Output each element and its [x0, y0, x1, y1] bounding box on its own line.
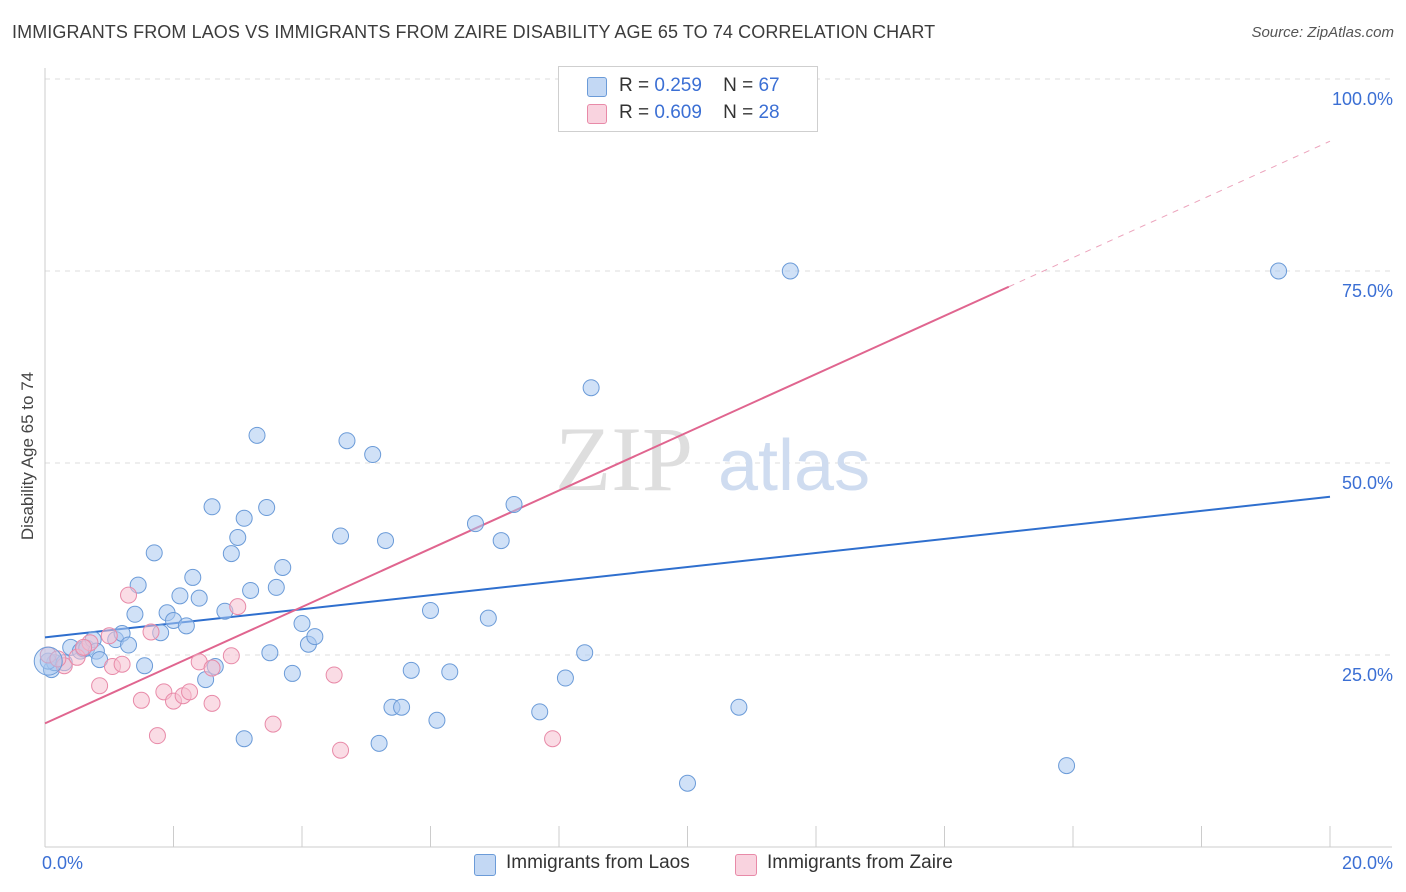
- zaire-point: [75, 638, 93, 656]
- laos-point: [283, 664, 301, 682]
- laos-point: [120, 636, 138, 654]
- laos-point: [267, 578, 285, 596]
- tick-labels: 25.0% 50.0% 75.0% 100.0% 0.0% 20.0%: [42, 89, 1393, 873]
- laos-point: [576, 644, 594, 662]
- zaire-point: [203, 694, 221, 712]
- laos-point: [274, 558, 292, 576]
- zaire-point: [325, 666, 343, 684]
- legend-laos-r-label: R =: [619, 75, 650, 96]
- legend-laos-r-value: 0.259: [654, 75, 702, 96]
- laos-point: [229, 528, 247, 546]
- x-tick-label-0: 0.0%: [42, 853, 83, 873]
- zaire-point: [91, 677, 109, 695]
- laos-point: [177, 617, 195, 635]
- zaire-point: [229, 598, 247, 616]
- legend-zaire-n-value: 28: [758, 102, 780, 123]
- laos-point: [781, 262, 799, 280]
- laos-point: [332, 527, 350, 545]
- zaire-point: [148, 727, 166, 745]
- laos-point: [293, 615, 311, 633]
- y-axis-title: Disability Age 65 to 74: [18, 371, 37, 541]
- laos-point: [370, 734, 388, 752]
- laos-point: [556, 669, 574, 687]
- laos-point: [393, 698, 411, 716]
- watermark: ZIP atlas: [555, 408, 870, 510]
- laos-point: [190, 589, 208, 607]
- watermark-zip: ZIP: [555, 408, 693, 510]
- laos-point: [364, 446, 382, 464]
- trend-line-0: [44, 495, 1331, 639]
- laos-point: [235, 730, 253, 748]
- axes: [44, 68, 1392, 848]
- zaire-point: [222, 647, 240, 665]
- zaire-point: [120, 586, 138, 604]
- bottom-zaire-label: Immigrants from Zaire: [767, 852, 953, 873]
- laos-point: [261, 644, 279, 662]
- legend-zaire-n-label: N =: [723, 102, 754, 123]
- chart-source: Source: ZipAtlas.com: [1251, 24, 1394, 41]
- grid-lines: [45, 78, 1392, 656]
- legend-zaire-r-label: R =: [619, 102, 650, 123]
- laos-point: [1058, 757, 1076, 775]
- zaire-point: [332, 741, 350, 759]
- data-points: [33, 70, 1288, 792]
- laos-point: [730, 698, 748, 716]
- laos-point: [242, 581, 260, 599]
- laos-cluster-point: [33, 646, 63, 676]
- laos-point: [338, 432, 356, 450]
- laos-point: [145, 544, 163, 562]
- laos-swatch: [587, 77, 607, 97]
- y-tick-label-100: 100.0%: [1332, 89, 1393, 109]
- zaire-point: [132, 691, 150, 709]
- legend-laos-n-label: N =: [723, 75, 754, 96]
- laos-point: [441, 663, 459, 681]
- laos-point: [428, 711, 446, 729]
- laos-point: [479, 609, 497, 627]
- trend-line-extension-1: [1008, 140, 1331, 288]
- zaire-point: [142, 623, 160, 641]
- laos-point: [422, 601, 439, 619]
- laos-point: [222, 545, 240, 563]
- zaire-point: [544, 730, 562, 748]
- laos-point: [306, 628, 324, 646]
- laos-point: [126, 605, 144, 623]
- laos-point: [492, 532, 510, 550]
- y-tick-label-75: 75.0%: [1342, 281, 1393, 301]
- laos-point: [248, 426, 266, 444]
- legend-zaire-r-value: 0.609: [654, 102, 702, 123]
- laos-point: [1270, 262, 1288, 280]
- correlation-legend: R = 0.259 N = 67 R = 0.609 N = 28: [558, 66, 818, 132]
- laos-point: [235, 509, 253, 527]
- chart-title: IMMIGRANTS FROM LAOS VS IMMIGRANTS FROM …: [12, 22, 936, 42]
- laos-point: [258, 499, 276, 517]
- trend-lines: [44, 140, 1331, 725]
- laos-point: [203, 498, 221, 516]
- y-tick-label-25: 25.0%: [1342, 665, 1393, 685]
- laos-point: [505, 495, 523, 513]
- laos-point: [136, 657, 154, 675]
- zaire-point: [113, 655, 131, 673]
- trend-line-1: [44, 285, 1010, 725]
- y-tick-label-50: 50.0%: [1342, 473, 1393, 493]
- legend-laos-n-value: 67: [758, 75, 780, 96]
- bottom-laos-swatch: [474, 854, 496, 876]
- bottom-zaire-swatch: [735, 854, 757, 876]
- laos-point: [466, 515, 484, 533]
- zaire-point: [181, 683, 199, 701]
- zaire-point: [264, 715, 282, 733]
- watermark-atlas: atlas: [718, 426, 870, 506]
- laos-point: [184, 568, 202, 586]
- laos-point: [531, 703, 549, 721]
- zaire-point: [100, 627, 118, 645]
- laos-point: [402, 661, 420, 679]
- laos-point: [377, 532, 395, 550]
- bottom-laos-label: Immigrants from Laos: [506, 852, 690, 873]
- x-tick-label-20: 20.0%: [1342, 853, 1393, 873]
- zaire-point: [203, 659, 221, 677]
- laos-point: [582, 379, 600, 397]
- laos-point: [171, 587, 189, 605]
- laos-point: [679, 774, 696, 792]
- zaire-swatch: [587, 104, 607, 124]
